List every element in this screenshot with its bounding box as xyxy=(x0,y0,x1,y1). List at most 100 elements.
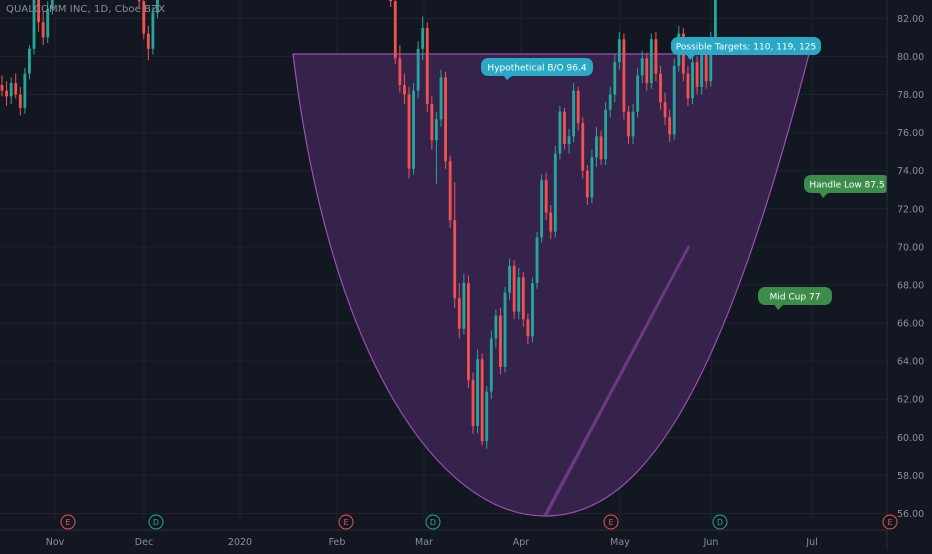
annotation-bubble: Possible Targets: 110, 119, 125 xyxy=(671,37,821,60)
marker-label: E xyxy=(608,518,613,527)
y-tick-label: 64.00 xyxy=(897,357,924,368)
candle-body xyxy=(402,84,406,95)
candle-up xyxy=(494,309,498,348)
candle-body xyxy=(645,58,649,84)
candle-body xyxy=(398,58,402,85)
bubble-box xyxy=(758,287,832,305)
candle-body xyxy=(636,75,640,112)
bubble-box xyxy=(671,37,821,55)
earnings-marker: E xyxy=(338,514,354,530)
candle-body xyxy=(467,283,470,381)
earnings-marker: E xyxy=(603,514,619,530)
candle-body xyxy=(553,153,557,232)
candle-down xyxy=(407,86,411,179)
candle-body xyxy=(156,0,159,13)
candle-down xyxy=(544,172,548,221)
candle-body xyxy=(704,52,708,82)
candle-body xyxy=(613,62,617,95)
candle-body xyxy=(50,0,54,9)
y-tick-label: 72.00 xyxy=(897,204,924,215)
marker-circle xyxy=(60,514,76,530)
marker-circle xyxy=(712,514,728,530)
candle-body xyxy=(416,48,420,91)
earnings-marker: E xyxy=(60,514,76,530)
x-tick-label: May xyxy=(610,537,630,548)
y-tick-label: 56.00 xyxy=(897,509,924,520)
candle-body xyxy=(407,94,411,169)
marker-circle xyxy=(338,514,354,530)
candle-body xyxy=(32,0,36,49)
candle-up xyxy=(713,0,717,45)
candle-down xyxy=(137,0,141,7)
candle-down xyxy=(686,65,690,106)
y-tick-label: 74.00 xyxy=(897,166,924,177)
candle-down xyxy=(142,0,146,40)
candle-body xyxy=(151,12,155,49)
candle-down xyxy=(622,33,626,120)
candle-body xyxy=(604,109,608,160)
candle-body xyxy=(499,315,502,367)
candle-body xyxy=(526,319,530,337)
candle-down xyxy=(146,25,150,61)
bubble-text: Possible Targets: 110, 119, 125 xyxy=(676,43,817,53)
candle-body xyxy=(599,136,603,160)
candle-up xyxy=(636,67,640,118)
candle-body xyxy=(457,298,461,329)
candle-body xyxy=(389,0,393,2)
dividend-marker: D xyxy=(425,514,441,530)
y-tick-label: 68.00 xyxy=(897,280,924,291)
marker-circle xyxy=(882,514,898,530)
bubble-pointer xyxy=(819,192,829,198)
candle-body xyxy=(581,123,585,171)
candle-body xyxy=(659,73,662,103)
candle-body xyxy=(489,338,493,392)
candle-body xyxy=(412,90,415,169)
candle-body xyxy=(23,73,27,108)
candle-body xyxy=(617,39,621,63)
candle-up xyxy=(649,33,653,89)
candle-body xyxy=(430,104,434,141)
bubble-pointer xyxy=(503,75,513,80)
candle-down xyxy=(425,22,429,112)
y-tick-label: 60.00 xyxy=(897,433,924,444)
candle-down xyxy=(430,96,434,150)
candle-up xyxy=(23,67,27,114)
dividend-marker: D xyxy=(712,514,728,530)
bubble-text: Mid Cup 77 xyxy=(770,293,821,303)
chart-header: QUALCOMM INC, 1D, Cboe BZX xyxy=(6,4,166,15)
candle-body xyxy=(512,265,516,312)
candle-up xyxy=(595,126,598,167)
x-tick-label: Dec xyxy=(135,537,153,548)
candle-body xyxy=(531,283,534,337)
price-axis-bg xyxy=(887,0,932,550)
candle-up xyxy=(617,31,621,70)
candle-up xyxy=(631,104,635,145)
marker-label: D xyxy=(717,518,723,527)
candle-down xyxy=(41,10,45,45)
candle-body xyxy=(691,62,694,99)
candle-up xyxy=(517,267,521,320)
candle-down xyxy=(37,0,41,32)
candle-down xyxy=(480,353,484,445)
candle-down xyxy=(471,372,475,434)
candle-up xyxy=(590,149,594,204)
candle-body xyxy=(672,65,676,135)
candle-body xyxy=(5,90,8,97)
candle-body xyxy=(448,161,452,221)
candle-up xyxy=(32,0,36,55)
y-tick-label: 82.00 xyxy=(897,14,924,25)
candle-up xyxy=(572,83,576,143)
candle-body xyxy=(631,111,635,137)
candle-down xyxy=(659,65,662,110)
candle-body xyxy=(585,170,589,198)
candle-down xyxy=(512,260,516,320)
candle-up xyxy=(553,145,557,238)
x-tick-label: Nov xyxy=(46,537,65,548)
candle-body xyxy=(425,27,429,105)
candle-up xyxy=(412,83,415,175)
candle-down xyxy=(627,105,630,145)
marker-label: E xyxy=(887,518,892,527)
candle-body xyxy=(471,380,475,426)
candle-body xyxy=(14,83,18,95)
candle-body xyxy=(535,237,539,284)
